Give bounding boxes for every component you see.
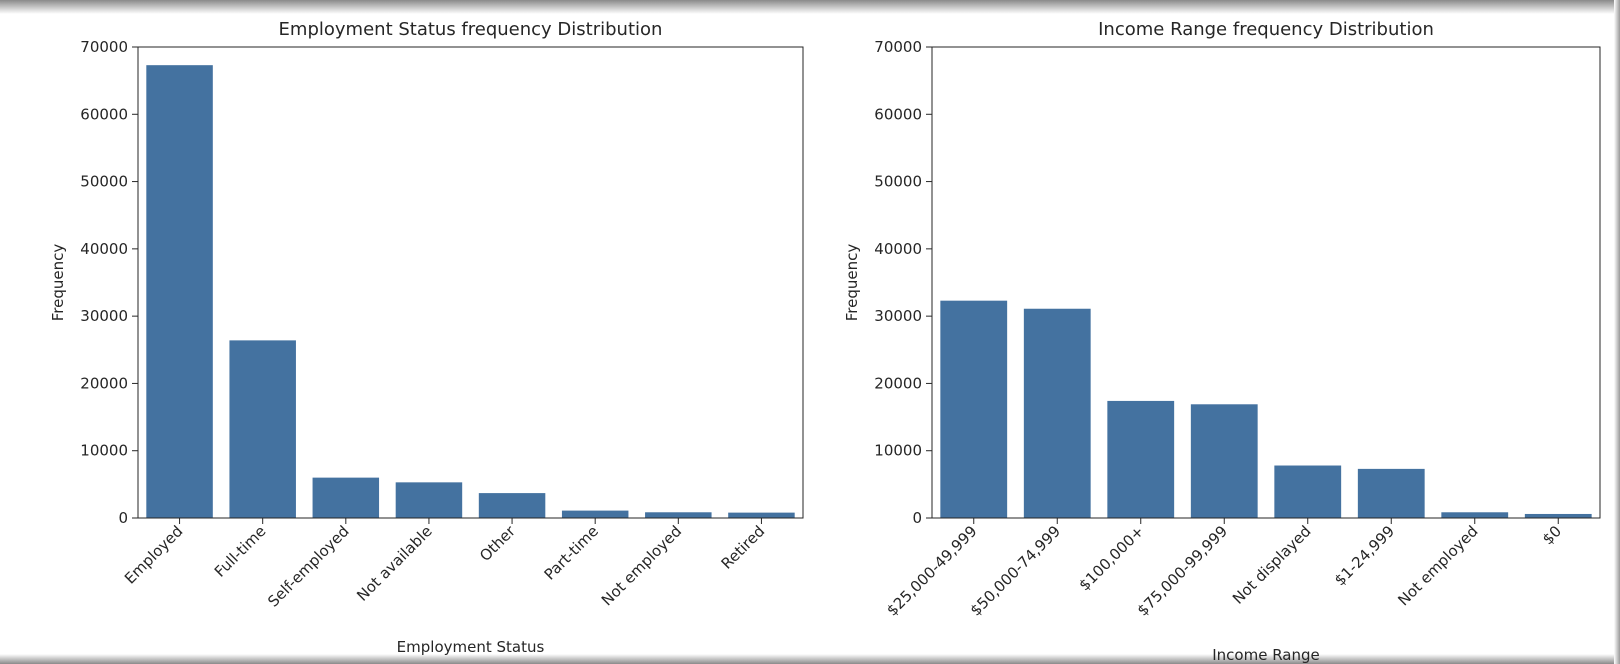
y-tick-label: 20000 <box>80 374 128 392</box>
y-tick-label: 70000 <box>80 38 128 56</box>
x-tick-label: $1-24,999 <box>1331 522 1398 589</box>
bar <box>395 482 463 518</box>
window-bottom-shadow <box>0 654 1620 664</box>
y-tick-label: 40000 <box>80 240 128 258</box>
x-tick-label: Not employed <box>598 522 685 609</box>
bar <box>645 512 712 518</box>
y-axis-label: Frequency <box>49 244 67 322</box>
bar <box>229 340 296 518</box>
bar <box>1190 404 1258 518</box>
y-tick-label: 50000 <box>80 173 128 191</box>
y-tick-label: 60000 <box>80 105 128 123</box>
y-axis-label: Frequency <box>843 244 861 322</box>
bar <box>1274 465 1342 518</box>
x-tick-label: Retired <box>718 522 769 573</box>
bar <box>312 477 380 518</box>
x-tick-label: $25,000-49,999 <box>883 522 981 620</box>
x-tick-label: Not available <box>353 522 436 605</box>
x-tick-label: Full-time <box>211 522 270 581</box>
bar <box>1107 400 1175 518</box>
y-tick-label: 20000 <box>874 374 922 392</box>
x-tick-label: $50,000-74,999 <box>967 522 1065 620</box>
bar <box>561 510 629 518</box>
x-tick-label: $75,000-99,999 <box>1134 522 1232 620</box>
bar <box>1441 512 1509 518</box>
window-right-shadow <box>1614 0 1620 664</box>
x-tick-label: $100,000+ <box>1075 522 1147 594</box>
x-tick-label: Part-time <box>541 522 602 583</box>
x-tick-label: $0 <box>1539 522 1565 548</box>
bar <box>1357 468 1425 518</box>
y-tick-label: 50000 <box>874 173 922 191</box>
x-tick-label: Self-employed <box>264 522 352 610</box>
bar <box>1524 513 1592 518</box>
y-tick-label: 30000 <box>80 307 128 325</box>
bar <box>478 493 546 518</box>
y-tick-label: 10000 <box>874 442 922 460</box>
chart-employment-status: 0 10000 20000 30000 40000 50000 60000 70000 Empl… <box>49 19 804 656</box>
x-axis-label: Employment Status <box>397 638 545 656</box>
bar <box>146 65 213 519</box>
x-tick-label: Not employed <box>1394 522 1481 609</box>
bar <box>728 512 795 518</box>
y-tick-label: 70000 <box>874 38 922 56</box>
x-tick-label: Employed <box>121 522 186 587</box>
chart-title: Employment Status frequency Distribution <box>279 19 663 40</box>
y-tick-label: 60000 <box>874 105 922 123</box>
chart-title: Income Range frequency Distribution <box>1098 19 1434 40</box>
plot-frame <box>137 46 804 519</box>
y-tick-label: 10000 <box>80 442 128 460</box>
bar <box>940 300 1008 518</box>
chart-income-range: 0 10000 20000 30000 40000 50000 60000 70000 $25,… <box>843 19 1601 664</box>
x-axis-label: Income Range <box>1212 646 1320 664</box>
y-tick-label: 30000 <box>874 307 922 325</box>
plot-frame <box>931 46 1601 519</box>
x-tick-label: Not displayed <box>1229 522 1315 608</box>
x-tick-label: Other <box>476 522 519 565</box>
window-top-shadow <box>0 0 1620 14</box>
y-tick-label: 0 <box>912 509 922 527</box>
y-tick-label: 0 <box>118 509 128 527</box>
y-tick-label: 40000 <box>874 240 922 258</box>
bar <box>1023 308 1091 518</box>
